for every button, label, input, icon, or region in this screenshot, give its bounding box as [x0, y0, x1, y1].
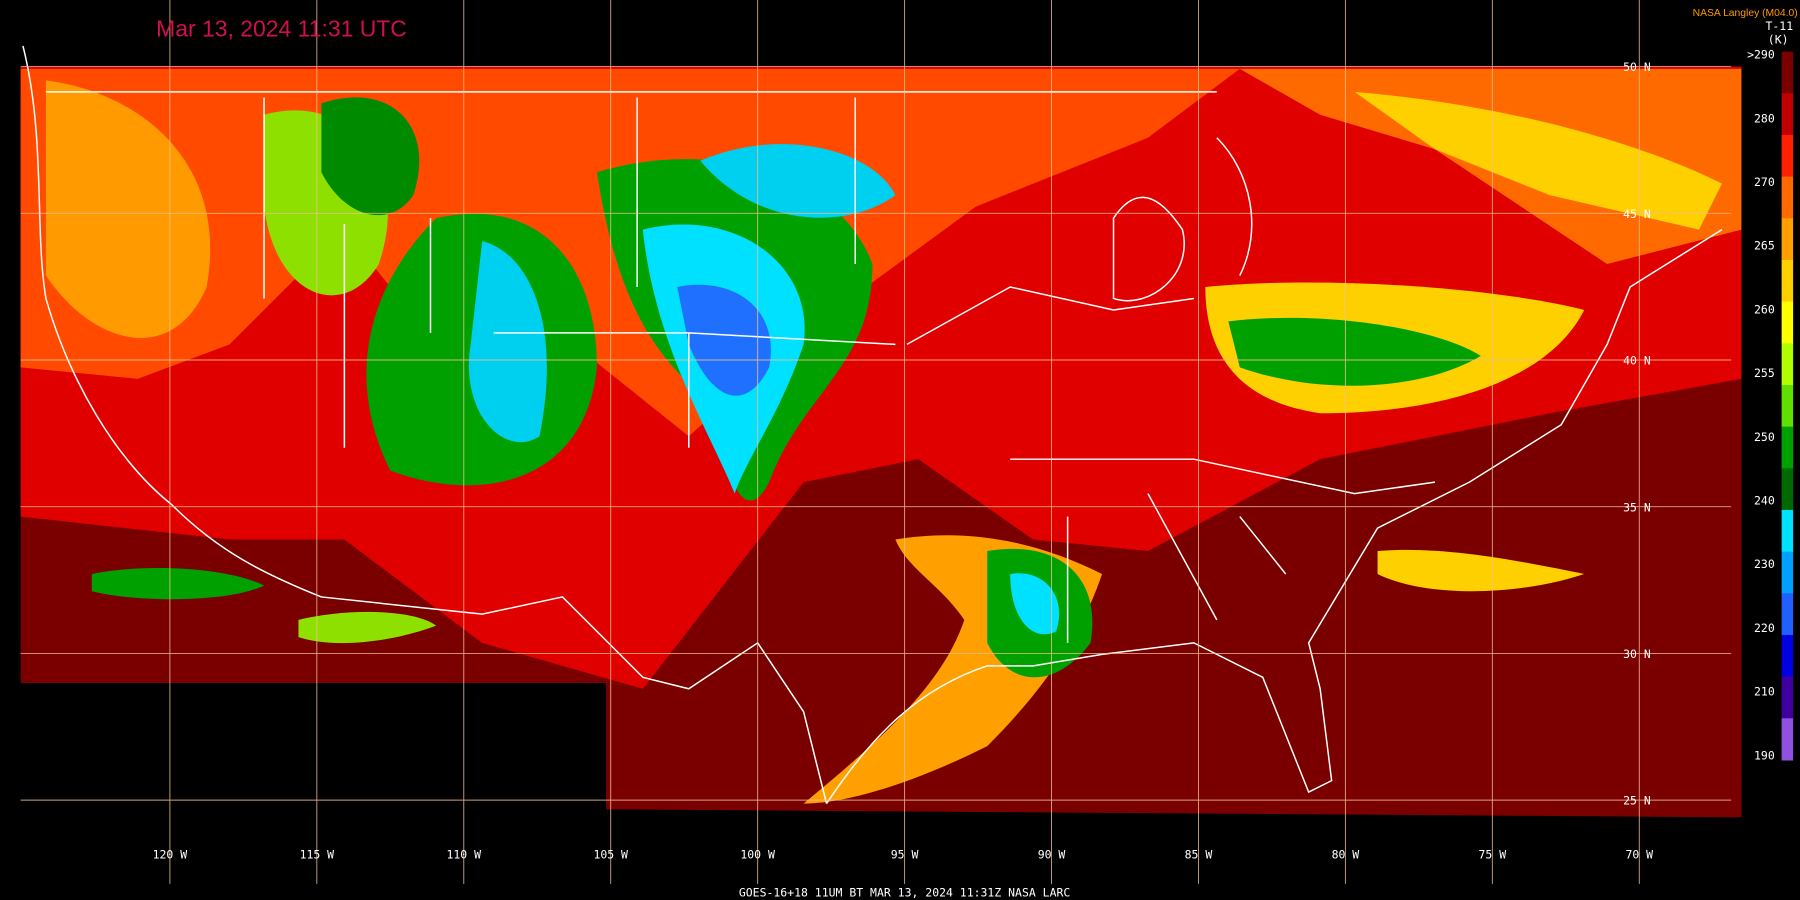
colorbar-segment	[1781, 343, 1794, 386]
colorbar-label: 255	[1754, 366, 1775, 380]
longitude-label: 75 W	[1479, 848, 1507, 862]
longitude-label: 90 W	[1038, 848, 1066, 862]
longitude-label: 85 W	[1185, 848, 1213, 862]
longitude-label: 105 W	[593, 848, 628, 862]
colorbar-label: 265	[1754, 239, 1775, 253]
longitude-label: 70 W	[1625, 848, 1653, 862]
colorbar-segment	[1781, 468, 1794, 511]
colorbar-segment	[1781, 93, 1794, 136]
latitude-label: 40 N	[1623, 354, 1651, 368]
latitude-label: 50 N	[1623, 60, 1651, 74]
footer: GOES-16+18 11UM BT MAR 13, 2024 11:31Z N…	[739, 886, 1071, 900]
timestamp: Mar 13, 2024 11:31 UTC	[156, 16, 407, 42]
colorbar-segment	[1781, 134, 1794, 178]
colorbar-label: 270	[1754, 175, 1775, 189]
colorbar-segment	[1781, 634, 1794, 678]
longitude-label: 95 W	[891, 848, 919, 862]
colorbar-label: 260	[1754, 302, 1775, 316]
colorbar-label: 190	[1754, 748, 1775, 762]
latitude-label: 35 N	[1623, 500, 1651, 514]
latitude-label: 30 N	[1623, 647, 1651, 661]
latitude-label: 45 N	[1623, 207, 1651, 221]
colorbar-segment	[1781, 426, 1794, 469]
colorbar-segment	[1781, 509, 1794, 553]
longitude-label: 115 W	[300, 848, 335, 862]
latitude-label: 25 N	[1623, 794, 1651, 808]
colorbar-segment	[1781, 593, 1794, 636]
product: T-11	[1765, 19, 1793, 33]
unit: (K)	[1768, 33, 1789, 47]
graticule	[20, 0, 1732, 884]
credit: NASA Langley (M04.0)	[1693, 8, 1798, 19]
colorbar-segment	[1781, 51, 1794, 94]
colorbar-label: >290	[1747, 48, 1775, 62]
longitude-label: 110 W	[447, 848, 482, 862]
colorbar-segment	[1781, 301, 1794, 344]
colorbar-segment	[1781, 676, 1794, 719]
longitude-label: 100 W	[740, 848, 775, 862]
colorbar-segment	[1781, 551, 1794, 594]
colorbar-segment	[1781, 259, 1794, 303]
colorbar-segment	[1781, 718, 1794, 761]
colorbar-label: 280	[1754, 111, 1775, 125]
colorbar-segment	[1781, 384, 1794, 428]
boundaries	[22, 45, 1723, 804]
colorbar-label: 220	[1754, 621, 1775, 635]
colorbar-label: 250	[1754, 430, 1775, 444]
colorbar-segment	[1781, 218, 1794, 261]
colorbar-label: 230	[1754, 557, 1775, 571]
longitude-label: 120 W	[153, 848, 188, 862]
colorbar-segment	[1781, 176, 1794, 219]
colorbar	[1741, 45, 1800, 783]
colorbar-label: 240	[1754, 494, 1775, 508]
longitude-label: 80 W	[1332, 848, 1360, 862]
imagery	[20, 66, 1742, 818]
colorbar-label: 210	[1754, 685, 1775, 699]
